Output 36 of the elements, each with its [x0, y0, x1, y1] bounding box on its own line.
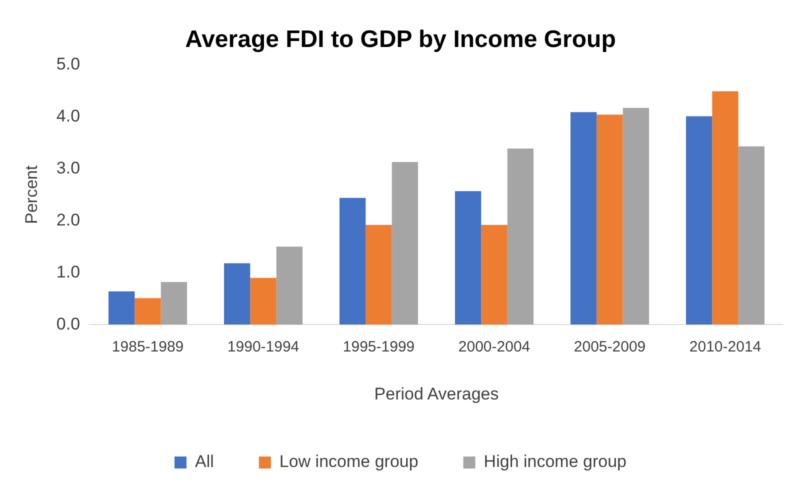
bar	[134, 298, 161, 325]
bar	[507, 148, 534, 325]
bar	[392, 162, 418, 325]
bar	[276, 246, 303, 325]
x-tick-label: 1990-1994	[227, 338, 300, 356]
bar	[454, 191, 482, 325]
y-axis-title: Percent	[22, 165, 41, 224]
bar	[738, 146, 765, 325]
bar	[250, 278, 276, 325]
chart-title: Average FDI to GDP by Income Group	[185, 26, 616, 54]
x-tick-label: 2010-2014	[689, 338, 762, 356]
bar	[160, 282, 188, 325]
legend-label: High income group	[484, 452, 627, 472]
bar	[481, 224, 508, 325]
bar	[686, 116, 712, 325]
y-tick-label: 0.0	[56, 314, 80, 334]
y-tick-label: 1.0	[56, 262, 80, 282]
y-tick-label: 2.0	[56, 210, 80, 230]
y-tick-label: 4.0	[56, 106, 80, 126]
bar	[108, 291, 135, 325]
x-tick-label: 1995-1999	[342, 338, 415, 356]
y-tick-label: 5.0	[56, 54, 80, 74]
x-tick-label: 1985-1989	[112, 338, 184, 356]
bar	[596, 114, 623, 325]
bar	[712, 91, 738, 325]
bar	[224, 263, 250, 325]
legend-label: All	[195, 452, 214, 472]
bar	[622, 108, 650, 325]
bar	[340, 198, 366, 325]
bar	[570, 112, 597, 325]
x-tick-label: 2005-2009	[574, 338, 646, 356]
bar	[366, 224, 392, 325]
x-axis-title: Period Averages	[374, 384, 499, 404]
x-tick-label: 2000-2004	[458, 338, 530, 356]
legend-label: Low income group	[279, 452, 418, 472]
y-tick-label: 3.0	[56, 158, 80, 178]
